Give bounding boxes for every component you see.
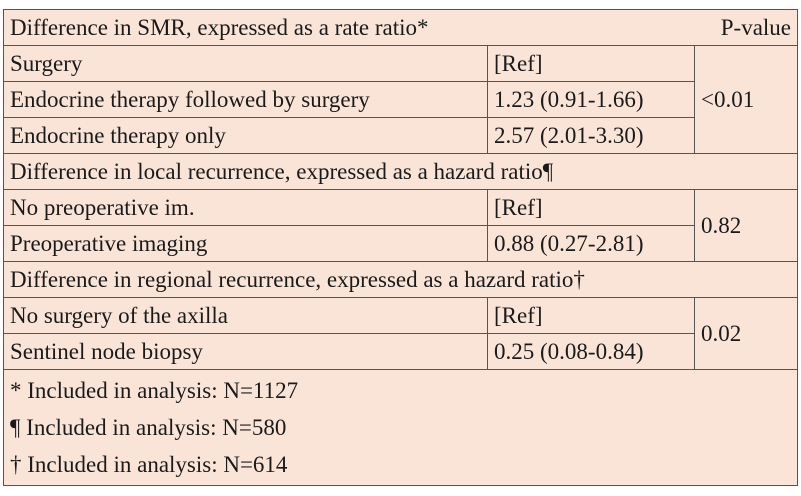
row-value: [Ref]	[487, 45, 695, 82]
row-value: 1.23 (0.91-1.66)	[487, 81, 695, 118]
row-label: No preoperative im.	[3, 189, 488, 226]
row-label: No surgery of the axilla	[3, 297, 488, 334]
table-row: No surgery of the axilla [Ref] 0.02	[3, 297, 799, 370]
table-row: Preoperative imaging 0.88 (0.27-2.81)	[3, 225, 798, 262]
table-row: Endocrine therapy followed by surgery 1.…	[3, 81, 798, 118]
row-label: Surgery	[3, 45, 488, 82]
table-row: No preoperative im. [Ref] 0.82	[3, 189, 799, 262]
footnote: † Included in analysis: N=614	[10, 452, 288, 477]
row-label: Sentinel node biopsy	[3, 333, 488, 370]
header-cell: Difference in SMR, expressed as a rate r…	[2, 9, 799, 46]
row-label: Endocrine therapy only	[3, 117, 488, 154]
section-header-row: Difference in regional recurrence, expre…	[2, 261, 799, 298]
pvalue-header: P-value	[720, 14, 792, 40]
footnote: * Included in analysis: N=1127	[10, 378, 299, 403]
header-row: Difference in SMR, expressed as a rate r…	[2, 9, 799, 46]
row-value: 0.25 (0.08-0.84)	[487, 333, 695, 370]
row-label: Endocrine therapy followed by surgery	[3, 81, 488, 118]
table-row: Endocrine therapy only 2.57 (2.01-3.30)	[3, 117, 798, 154]
footnotes: * Included in analysis: N=1127 ¶ Include…	[2, 369, 799, 486]
table-row: Surgery [Ref] <0.01	[3, 45, 799, 154]
row-value: 2.57 (2.01-3.30)	[487, 117, 695, 154]
footnotes-row: * Included in analysis: N=1127 ¶ Include…	[2, 369, 799, 486]
p-value: <0.01	[693, 45, 799, 154]
section-title: Difference in local recurrence, expresse…	[2, 153, 799, 190]
footnote: ¶ Included in analysis: N=580	[10, 415, 287, 440]
section-header-row: Difference in local recurrence, expresse…	[2, 153, 799, 190]
row-value: [Ref]	[487, 189, 695, 226]
p-value: 0.82	[693, 189, 799, 262]
header-title: Difference in SMR, expressed as a rate r…	[10, 14, 429, 40]
row-value: [Ref]	[487, 297, 695, 334]
table-row: Sentinel node biopsy 0.25 (0.08-0.84)	[3, 333, 798, 370]
section-title: Difference in regional recurrence, expre…	[2, 261, 799, 298]
row-value: 0.88 (0.27-2.81)	[487, 225, 695, 262]
row-label: Preoperative imaging	[3, 225, 488, 262]
results-table: Difference in SMR, expressed as a rate r…	[2, 9, 799, 486]
p-value: 0.02	[693, 297, 799, 370]
